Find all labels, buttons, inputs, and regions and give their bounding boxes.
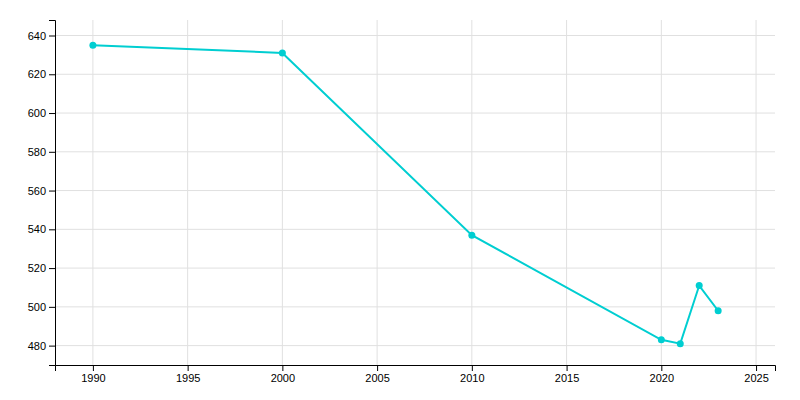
tick-mark xyxy=(188,365,189,371)
tick: 540 xyxy=(28,223,55,235)
tick-label: 2020 xyxy=(650,372,674,384)
grid-line xyxy=(55,306,775,307)
tick-label: 480 xyxy=(28,340,46,352)
grid-line xyxy=(55,74,775,75)
tick-mark xyxy=(756,365,757,371)
tick-mark xyxy=(49,229,55,230)
grid-line xyxy=(566,20,567,365)
tick: 2005 xyxy=(365,365,389,384)
tick-mark xyxy=(49,36,55,37)
tick-label: 580 xyxy=(28,146,46,158)
grid-line xyxy=(282,20,283,365)
grid-line xyxy=(471,20,472,365)
tick-mark xyxy=(49,152,55,153)
grid-line xyxy=(55,345,775,346)
tick-mark xyxy=(49,74,55,75)
tick: 560 xyxy=(28,185,55,197)
grid-line xyxy=(55,35,775,36)
point xyxy=(658,336,665,343)
tick-mark xyxy=(49,191,55,192)
tick-label: 2015 xyxy=(555,372,579,384)
point xyxy=(715,307,722,314)
tick-label: 540 xyxy=(28,223,46,235)
tick-mark xyxy=(282,365,283,371)
tick-label: 520 xyxy=(28,262,46,274)
tick-mark xyxy=(49,346,55,347)
tick-label: 2005 xyxy=(365,372,389,384)
tick-label: 2000 xyxy=(271,372,295,384)
tick-mark xyxy=(93,365,94,371)
tick-mark xyxy=(49,268,55,269)
tick-mark xyxy=(377,365,378,371)
point xyxy=(696,282,703,289)
tick-label: 560 xyxy=(28,185,46,197)
tick-mark xyxy=(49,307,55,308)
tick-label: 1990 xyxy=(81,372,105,384)
line xyxy=(93,45,718,343)
grid xyxy=(55,20,775,365)
grid-line xyxy=(55,229,775,230)
tick: 620 xyxy=(28,68,55,80)
tick: 1990 xyxy=(81,365,105,384)
tick-label: 2010 xyxy=(460,372,484,384)
tick-label: 600 xyxy=(28,107,46,119)
tick: 2010 xyxy=(460,365,484,384)
y-axis: 480 500 520 540 560 580 600 620 640 xyxy=(28,21,56,366)
grid-line xyxy=(661,20,662,365)
point xyxy=(468,232,475,239)
grid-line xyxy=(756,20,757,365)
grid-line xyxy=(92,20,93,365)
grid-line xyxy=(55,268,775,269)
grid-line xyxy=(55,113,775,114)
axis-line xyxy=(56,366,776,372)
tick-mark xyxy=(472,365,473,371)
plot: 1990 1995 2000 2005 2010 2015 2020 2025 480 500 52… xyxy=(28,20,776,384)
tick: 520 xyxy=(28,262,55,274)
tick: 480 xyxy=(28,340,55,352)
tick: 640 xyxy=(28,30,55,42)
grid-line xyxy=(55,151,775,152)
point xyxy=(677,340,684,347)
tick: 2025 xyxy=(744,365,768,384)
tick: 600 xyxy=(28,107,55,119)
tick-label: 500 xyxy=(28,301,46,313)
tick-label: 2025 xyxy=(744,372,768,384)
x-axis: 1990 1995 2000 2005 2010 2015 2020 2025 xyxy=(56,365,776,384)
tick-mark xyxy=(567,365,568,371)
series xyxy=(89,42,721,347)
chart: 1990 1995 2000 2005 2010 2015 2020 2025 480 500 52… xyxy=(0,0,800,400)
tick-mark xyxy=(661,365,662,371)
tick-label: 640 xyxy=(28,30,46,42)
grid-line xyxy=(55,190,775,191)
tick-mark xyxy=(49,113,55,114)
tick-label: 620 xyxy=(28,68,46,80)
point xyxy=(279,49,286,56)
point xyxy=(89,42,96,49)
tick: 500 xyxy=(28,301,55,313)
grid-line xyxy=(187,20,188,365)
tick: 580 xyxy=(28,146,55,158)
axis-line xyxy=(49,21,56,366)
grid-line xyxy=(377,20,378,365)
tick: 2015 xyxy=(555,365,579,384)
tick: 2000 xyxy=(271,365,295,384)
tick: 2020 xyxy=(650,365,674,384)
tick: 1995 xyxy=(176,365,200,384)
tick-label: 1995 xyxy=(176,372,200,384)
